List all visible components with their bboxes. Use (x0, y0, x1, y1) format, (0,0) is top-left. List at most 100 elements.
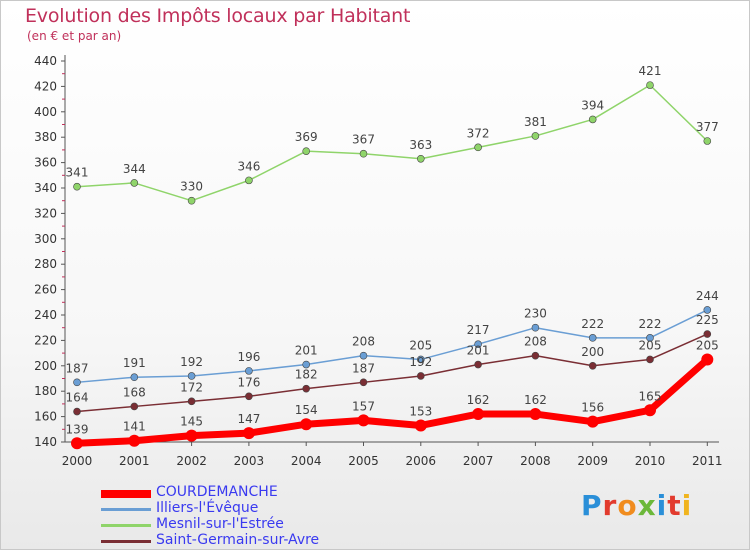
data-label: 147 (237, 412, 260, 426)
y-tick-label: 140 (34, 435, 57, 449)
data-point (644, 404, 656, 417)
data-label: 168 (123, 385, 146, 399)
data-label: 201 (467, 344, 490, 358)
data-point (130, 179, 139, 187)
y-tick-label: 220 (34, 333, 57, 347)
proxiti-logo: Proxiti (581, 489, 692, 522)
data-point (703, 330, 712, 338)
series-line-2 (76, 84, 709, 202)
data-label: 217 (467, 323, 490, 337)
x-tick-label: 2000 (62, 454, 93, 468)
data-point (474, 340, 482, 349)
data-label: 208 (524, 335, 547, 349)
data-label: 176 (237, 375, 260, 389)
y-tick-label: 320 (34, 206, 57, 220)
data-point (245, 176, 253, 185)
data-label: 205 (409, 338, 432, 352)
data-point (73, 182, 81, 191)
data-point (474, 143, 482, 152)
data-point (73, 407, 81, 416)
y-tick-label: 200 (34, 359, 57, 373)
y-tick-label: 300 (34, 232, 57, 246)
legend-label: Mesnil-sur-l'Estrée (156, 516, 284, 532)
data-label: 367 (352, 133, 375, 147)
data-label: 196 (237, 350, 260, 364)
data-label: 222 (581, 317, 604, 331)
y-tick-label: 440 (34, 54, 57, 68)
logo-letter: t (667, 489, 682, 522)
data-point (187, 196, 196, 205)
logo-letter: i (656, 489, 668, 522)
data-point (245, 392, 253, 401)
data-label: 200 (581, 345, 604, 359)
data-point (703, 137, 712, 145)
x-tick-label: 2006 (406, 454, 437, 468)
legend-label: Illiers-l'Évêque (156, 500, 259, 516)
data-label: 192 (409, 355, 432, 369)
data-point (359, 149, 368, 158)
data-label: 330 (180, 180, 203, 194)
y-tick-label: 260 (34, 283, 57, 297)
data-point (588, 115, 597, 124)
data-label: 192 (180, 355, 203, 369)
data-label: 205 (639, 338, 662, 352)
data-label: 187 (66, 361, 89, 375)
y-tick-label: 380 (34, 130, 57, 144)
logo-letter: P (581, 489, 603, 522)
data-point (302, 360, 311, 369)
x-tick-label: 2003 (234, 454, 265, 468)
legend-item: Saint-Germain-sur-Avre (101, 532, 361, 549)
data-point (416, 372, 425, 380)
data-point (359, 351, 368, 360)
data-point (646, 81, 654, 89)
y-tick-label: 280 (34, 257, 57, 271)
y-tick-label: 180 (34, 384, 57, 398)
data-point (474, 360, 482, 369)
data-point (531, 351, 540, 360)
legend-label: Saint-Germain-sur-Avre (156, 532, 320, 548)
data-point (646, 355, 654, 364)
data-point (128, 434, 141, 447)
data-point (703, 306, 712, 314)
data-point (529, 408, 542, 421)
series-line-1 (76, 309, 709, 384)
data-point (185, 429, 198, 442)
data-label: 244 (696, 289, 719, 303)
data-point (414, 419, 427, 432)
x-tick-label: 2002 (176, 454, 207, 468)
data-label: 201 (295, 344, 318, 358)
y-tick-label: 340 (34, 181, 57, 195)
data-point (71, 437, 83, 450)
logo-letter: i (681, 489, 693, 522)
data-label: 157 (352, 399, 375, 413)
y-tick-label: 420 (34, 79, 57, 93)
data-label: 187 (352, 361, 375, 375)
data-label: 156 (581, 401, 604, 415)
data-label: 154 (295, 403, 318, 417)
data-point (130, 373, 139, 382)
data-label: 162 (524, 393, 547, 407)
data-point (187, 372, 196, 380)
data-point (531, 132, 540, 140)
data-label: 208 (352, 335, 375, 349)
x-tick-label: 2001 (119, 454, 150, 468)
data-point (701, 353, 714, 366)
data-label: 145 (180, 415, 203, 429)
data-label: 381 (524, 115, 547, 129)
data-point (416, 355, 425, 364)
x-tick-label: 2009 (577, 454, 608, 468)
legend-item: Illiers-l'Évêque (101, 500, 361, 517)
data-point (302, 147, 311, 155)
data-label: 346 (237, 159, 260, 173)
logo-letter: x (637, 489, 657, 522)
data-label: 344 (123, 162, 146, 176)
data-point (73, 378, 81, 387)
data-point (302, 384, 311, 393)
data-label: 165 (639, 389, 662, 403)
data-point (416, 154, 425, 163)
legend-swatch (101, 490, 151, 498)
legend-item: COURDEMANCHE (101, 484, 361, 501)
logo-letter: r (602, 489, 618, 522)
data-label: 369 (295, 130, 318, 144)
